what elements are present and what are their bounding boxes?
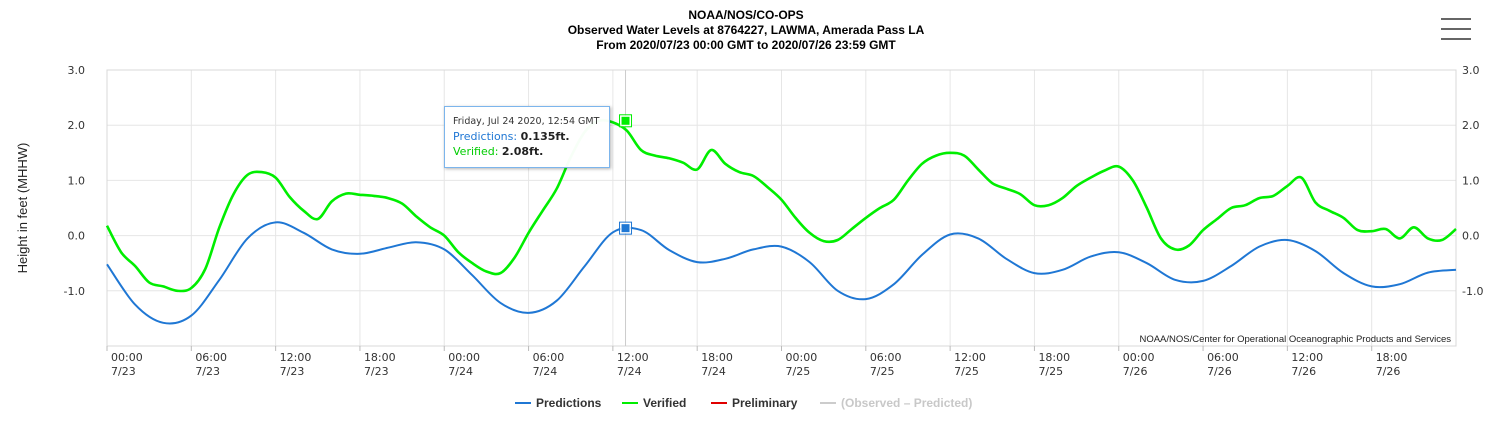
x-tick-date: 7/24 (617, 365, 642, 378)
x-tick-time: 06:00 (870, 351, 902, 364)
x-tick-date: 7/26 (1123, 365, 1148, 378)
y-tick-label-right: -1.0 (1462, 285, 1483, 298)
tooltip-predictions-label: Predictions: (453, 130, 518, 143)
x-tick-time: 12:00 (954, 351, 986, 364)
x-tick-time: 00:00 (448, 351, 480, 364)
x-tick-date: 7/23 (280, 365, 305, 378)
y-axis-label: Height in feet (MHHW) (15, 143, 30, 274)
x-tick-time: 18:00 (1038, 351, 1070, 364)
x-tick-time: 06:00 (195, 351, 227, 364)
hover-markers (619, 114, 633, 235)
y-axis-ticks: 3.0 3.0 2.0 2.0 1.0 1.0 0.0 0.0 -1.0 -1.0 (64, 64, 1484, 298)
grid-lines (107, 69, 1456, 346)
legend-item-4[interactable]: (Observed – Predicted) (820, 396, 972, 410)
x-tick-date: 7/25 (870, 365, 895, 378)
y-tick-label-right: 1.0 (1462, 174, 1480, 187)
legend-item-3[interactable]: Preliminary (711, 396, 798, 410)
legend-item-1[interactable]: Predictions (515, 396, 602, 410)
x-axis-ticks: 00:007/2306:007/2312:007/2318:007/2300:0… (106, 346, 1408, 378)
x-tick-date: 7/26 (1207, 365, 1232, 378)
x-tick-time: 18:00 (701, 351, 733, 364)
y-tick-label-right: 2.0 (1462, 119, 1480, 132)
chart-date-range: From 2020/07/23 00:00 GMT to 2020/07/26 … (596, 38, 896, 52)
x-tick-date: 7/24 (701, 365, 726, 378)
x-tick-date: 7/24 (448, 365, 473, 378)
x-tick-time: 00:00 (786, 351, 818, 364)
tooltip-verified-row: Verified: 2.08ft. (453, 144, 601, 159)
chart-title: NOAA/NOS/CO-OPS (688, 8, 803, 22)
y-tick-label-right: 3.0 (1462, 64, 1480, 77)
y-tick-label-left: 1.0 (68, 174, 86, 187)
legend-item-2[interactable]: Verified (622, 396, 686, 410)
y-tick-label-left: 3.0 (68, 64, 86, 77)
x-tick-date: 7/23 (195, 365, 220, 378)
x-tick-time: 18:00 (1376, 351, 1408, 364)
x-tick-time: 06:00 (533, 351, 565, 364)
x-tick-date: 7/25 (786, 365, 811, 378)
data-tooltip: Friday, Jul 24 2020, 12:54 GMT Predictio… (444, 106, 610, 168)
x-tick-time: 00:00 (111, 351, 143, 364)
x-tick-date: 7/23 (364, 365, 389, 378)
tooltip-predictions-row: Predictions: 0.135ft. (453, 129, 601, 144)
legend-label-4: (Observed – Predicted) (841, 396, 972, 410)
legend-label-2: Verified (643, 396, 686, 410)
x-tick-date: 7/24 (533, 365, 558, 378)
x-tick-time: 12:00 (617, 351, 649, 364)
x-tick-date: 7/23 (111, 365, 136, 378)
tooltip-verified-label: Verified: (453, 145, 499, 158)
x-tick-date: 7/26 (1376, 365, 1401, 378)
tooltip-predictions-value: 0.135ft. (520, 130, 570, 143)
verified-hover-marker (620, 115, 631, 126)
x-tick-date: 7/26 (1291, 365, 1316, 378)
x-tick-date: 7/25 (1038, 365, 1063, 378)
series-line-predictions[interactable] (106, 221, 1457, 325)
y-tick-label-left: 0.0 (68, 230, 86, 243)
chart-subtitle: Observed Water Levels at 8764227, LAWMA,… (568, 23, 925, 37)
x-tick-date: 7/25 (954, 365, 979, 378)
x-tick-time: 12:00 (1291, 351, 1323, 364)
y-tick-label-right: 0.0 (1462, 230, 1480, 243)
y-tick-label-left: 2.0 (68, 119, 86, 132)
x-tick-time: 06:00 (1207, 351, 1239, 364)
y-tick-label-left: -1.0 (64, 285, 85, 298)
x-tick-time: 00:00 (1123, 351, 1155, 364)
series-lines[interactable] (105, 118, 1457, 325)
x-tick-time: 18:00 (364, 351, 396, 364)
tooltip-date: Friday, Jul 24 2020, 12:54 GMT (453, 116, 600, 127)
x-tick-time: 12:00 (280, 351, 312, 364)
credit-text: NOAA/NOS/Center for Operational Oceanogr… (1139, 334, 1451, 345)
predictions-hover-marker (620, 223, 631, 234)
legend-label-3: Preliminary (732, 396, 798, 410)
chart-legend[interactable]: Predictions Verified Preliminary (Observed … (515, 396, 972, 410)
hamburger-menu-icon[interactable] (1441, 18, 1471, 44)
series-line-verified[interactable] (105, 118, 1457, 293)
tooltip-verified-value: 2.08ft. (501, 145, 544, 158)
legend-label-1: Predictions (536, 396, 602, 410)
